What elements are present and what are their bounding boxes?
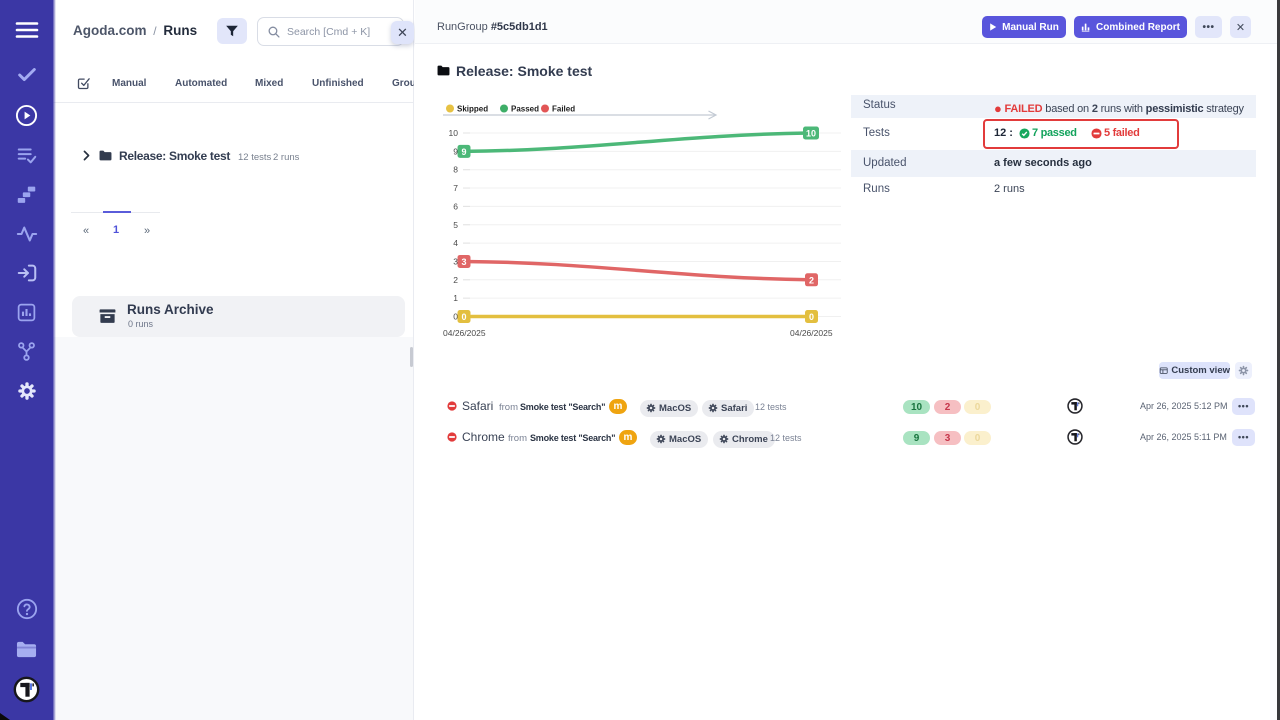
svg-text:Passed: Passed bbox=[511, 105, 539, 114]
svg-text:3: 3 bbox=[461, 257, 466, 267]
svg-text:2: 2 bbox=[809, 275, 814, 285]
svg-text:0: 0 bbox=[809, 312, 814, 322]
svg-text:7: 7 bbox=[453, 183, 458, 193]
svg-text:2: 2 bbox=[453, 275, 458, 285]
svg-text:9: 9 bbox=[453, 146, 458, 156]
svg-text:Failed: Failed bbox=[552, 105, 575, 114]
svg-text:6: 6 bbox=[453, 201, 458, 211]
svg-text:1: 1 bbox=[453, 293, 458, 303]
svg-text:5: 5 bbox=[453, 220, 458, 230]
svg-text:8: 8 bbox=[453, 165, 458, 175]
svg-text:9: 9 bbox=[461, 147, 466, 157]
svg-text:10: 10 bbox=[449, 128, 459, 138]
svg-text:Skipped: Skipped bbox=[457, 105, 488, 114]
svg-text:04/26/2025: 04/26/2025 bbox=[790, 328, 833, 338]
svg-text:4: 4 bbox=[453, 238, 458, 248]
svg-text:0: 0 bbox=[453, 312, 458, 322]
svg-text:3: 3 bbox=[453, 256, 458, 266]
svg-text:04/26/2025: 04/26/2025 bbox=[443, 328, 486, 338]
svg-text:10: 10 bbox=[806, 129, 816, 139]
svg-text:0: 0 bbox=[461, 312, 466, 322]
